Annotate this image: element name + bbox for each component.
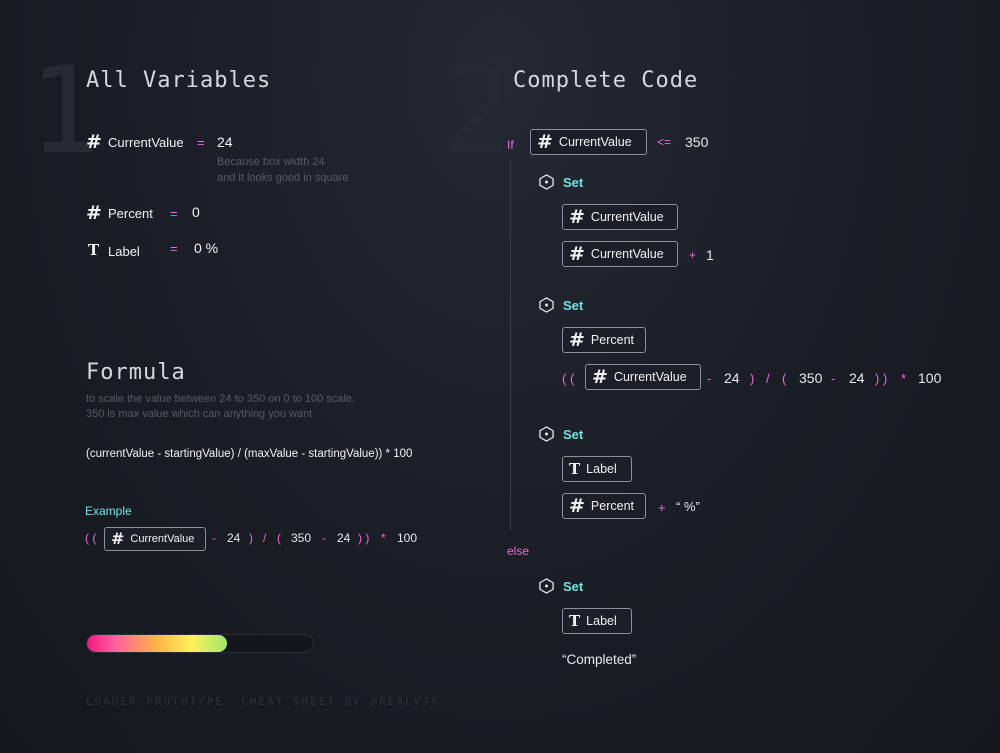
example-close-parens: ) ): [358, 531, 370, 545]
set-hexagon-icon: [539, 426, 554, 442]
hash-icon: #: [569, 494, 585, 517]
set-hexagon-icon: [539, 297, 554, 313]
chip-label: Label: [586, 614, 617, 628]
equals-operator: =: [170, 206, 178, 221]
chip-label: Percent: [590, 499, 635, 513]
expr-currentvalue-chip: # CurrentValue: [585, 364, 701, 390]
formula-desc-line-1: to scale the value between 24 to 350 on …: [86, 393, 356, 405]
hash-icon: #: [569, 328, 585, 351]
var-value-percent: 0: [192, 204, 200, 220]
text-type-icon: T: [569, 459, 581, 478]
example-num-24: 24: [227, 531, 241, 545]
set-hexagon-icon: [539, 578, 554, 594]
example-currentvalue-chip: # CurrentValue: [104, 527, 206, 551]
chip-label: CurrentValue: [558, 135, 632, 149]
set-keyword: Set: [563, 175, 584, 190]
var-note-line-1: Because box width 24: [217, 156, 325, 168]
open-paren: (: [782, 371, 787, 386]
var-value-label: 0 %: [194, 240, 219, 256]
completed-string: “Completed”: [562, 652, 637, 667]
percent-string: “ %”: [676, 499, 700, 514]
progress-bar: [86, 634, 314, 653]
complete-code-title: Complete Code: [513, 68, 699, 93]
chip-label: CurrentValue: [613, 370, 687, 384]
formula-expression: (currentValue - startingValue) / (maxVal…: [86, 448, 413, 460]
hash-icon: #: [111, 529, 125, 548]
minus-operator: -: [831, 371, 836, 386]
hash-icon: #: [86, 202, 102, 224]
chip-label: CurrentValue: [590, 247, 664, 261]
equals-operator: =: [170, 241, 178, 256]
chip-label: CurrentValue: [130, 533, 195, 545]
plus-operator: +: [658, 500, 666, 515]
example-open-paren: (: [277, 531, 281, 545]
example-slash: /: [263, 531, 267, 545]
set-target-percent-chip: # Percent: [562, 327, 646, 353]
section-number-2: 2: [440, 42, 513, 181]
if-keyword: If: [507, 138, 514, 152]
var-name-label: Label: [108, 244, 140, 259]
hash-icon: #: [569, 205, 585, 228]
example-num-350: 350: [291, 531, 312, 545]
set-expr-currentvalue-chip: # CurrentValue: [562, 241, 678, 267]
set-keyword: Set: [563, 298, 584, 313]
var-name-percent: Percent: [108, 206, 153, 221]
section-number-1: 1: [28, 42, 101, 181]
plus-operator: +: [689, 248, 697, 262]
if-value-350: 350: [685, 134, 709, 150]
expr-percent-chip: # Percent: [562, 493, 646, 519]
chip-label: Label: [586, 462, 617, 476]
var-name-currentvalue: CurrentValue: [108, 135, 184, 150]
example-open-parens: ( (: [85, 531, 97, 545]
example-close-paren: ): [249, 531, 253, 545]
num-1: 1: [706, 247, 714, 263]
open-parens: ( (: [562, 371, 575, 386]
num-24: 24: [724, 370, 740, 386]
hash-icon: #: [592, 365, 608, 388]
hash-icon: #: [86, 131, 102, 153]
if-currentvalue-chip: # CurrentValue: [530, 129, 647, 155]
all-variables-title: All Variables: [86, 68, 272, 93]
example-times: *: [381, 531, 386, 545]
chip-label: Percent: [590, 333, 635, 347]
example-minus: -: [322, 531, 326, 545]
slash-operator: /: [766, 371, 770, 386]
text-type-icon: T: [88, 241, 100, 259]
formula-desc-line-2: 350 is max value which can anything you …: [86, 408, 313, 420]
set-keyword: Set: [563, 579, 584, 594]
example-num-100: 100: [397, 531, 418, 545]
close-paren: ): [750, 371, 755, 386]
num-350: 350: [799, 370, 823, 386]
if-block-guide-line: [510, 160, 511, 530]
progress-fill: [87, 635, 228, 652]
num-100: 100: [918, 370, 942, 386]
chip-label: CurrentValue: [590, 210, 664, 224]
set-hexagon-icon: [539, 174, 554, 190]
formula-title: Formula: [86, 360, 186, 385]
else-keyword: else: [507, 544, 530, 558]
hash-icon: #: [569, 242, 585, 265]
num-24b: 24: [849, 370, 865, 386]
hash-icon: #: [537, 130, 553, 153]
var-value-currentvalue: 24: [217, 134, 233, 150]
var-note-line-2: and it looks good in square: [217, 172, 349, 184]
example-label: Example: [85, 504, 132, 518]
example-num-24b: 24: [337, 531, 351, 545]
close-parens: ) ): [875, 371, 888, 386]
equals-operator: =: [197, 135, 205, 150]
minus-operator: -: [707, 371, 712, 386]
set-keyword: Set: [563, 427, 584, 442]
lte-operator: <=: [657, 135, 672, 149]
set-target-label-chip: T Label: [562, 608, 632, 634]
footer-credit: LOADER PROTOTYPE, CHEAT SHEET BY @REALVJ…: [86, 695, 440, 708]
set-target-currentvalue-chip: # CurrentValue: [562, 204, 678, 230]
set-target-label-chip: T Label: [562, 456, 632, 482]
example-minus: -: [212, 531, 216, 545]
text-type-icon: T: [569, 611, 581, 630]
times-operator: *: [901, 371, 907, 386]
